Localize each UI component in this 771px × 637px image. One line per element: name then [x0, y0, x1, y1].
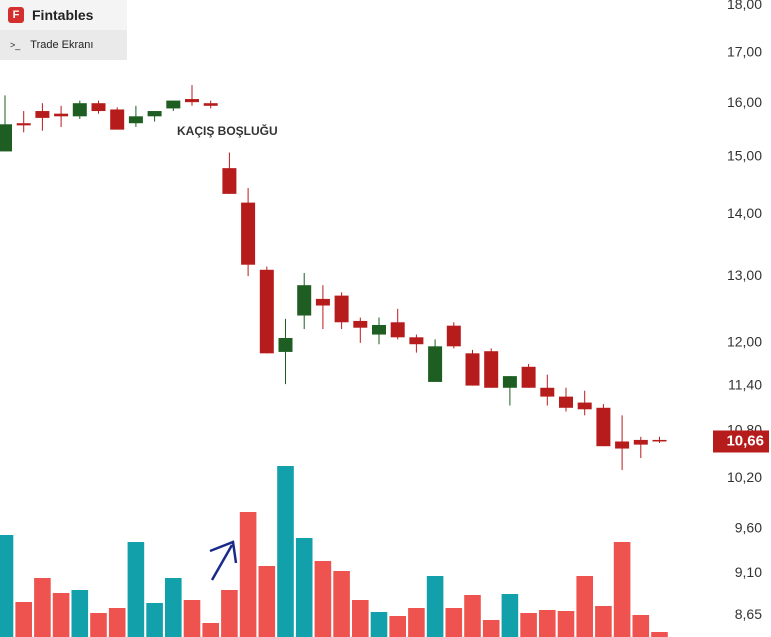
brand-row: F Fintables [0, 0, 127, 30]
volume-bar [90, 613, 107, 637]
volume-bar [34, 578, 51, 637]
volume-bar [314, 561, 332, 637]
candle-body [502, 376, 517, 388]
volume-bar [165, 578, 182, 637]
candle-body [409, 337, 424, 345]
candle-body [540, 387, 555, 397]
volume-bar [295, 538, 313, 637]
volume-bar [127, 542, 145, 637]
y-tick-label: 14,00 [727, 205, 762, 221]
volume-bar [632, 615, 650, 637]
candle-body [484, 351, 499, 388]
candle-body [147, 111, 162, 117]
candle-body [390, 322, 405, 338]
y-tick-label: 12,00 [727, 334, 762, 350]
volume-bar [183, 600, 201, 637]
y-tick-label: 13,00 [727, 267, 762, 283]
y-tick-label: 10,20 [727, 469, 762, 485]
last-price-label: 10,66 [726, 432, 764, 449]
volume-bar [258, 566, 276, 637]
candle-body [91, 103, 106, 112]
header: F Fintables >_ Trade Ekranı [0, 0, 127, 60]
candle-body [446, 325, 461, 347]
volume-bar [613, 542, 631, 637]
volume-bar [464, 595, 481, 637]
y-tick-label: 16,00 [727, 94, 762, 110]
volume-bar [71, 590, 89, 637]
candle-body [54, 113, 69, 117]
y-tick-label: 15,00 [727, 148, 762, 164]
volume-bar [221, 590, 238, 637]
candle-body [278, 337, 293, 352]
candle-body [241, 202, 256, 265]
candle-body [35, 111, 50, 118]
y-tick-label: 18,00 [727, 0, 762, 12]
arrow-annotation [209, 540, 238, 581]
volume-bar [595, 606, 612, 637]
volume-bar [352, 600, 369, 637]
candle-body [222, 168, 237, 194]
candle-body [72, 103, 87, 117]
candle-body [428, 346, 443, 382]
candle-body [110, 109, 125, 130]
y-tick-label: 9,60 [735, 519, 762, 535]
y-tick-label: 11,40 [728, 376, 762, 392]
volume-bar [146, 603, 163, 637]
volume-bar [333, 571, 350, 637]
tab-row[interactable]: >_ Trade Ekranı [0, 30, 127, 60]
volume-bar [370, 612, 388, 637]
candle-body [465, 353, 480, 386]
candle-body [334, 295, 349, 323]
volume-bar [445, 608, 463, 637]
volume-bar [202, 623, 219, 637]
candle-body [315, 298, 330, 306]
volume-bar [482, 620, 500, 637]
candle-body [297, 285, 312, 316]
last-price-box [713, 430, 769, 453]
candle-body [652, 439, 667, 442]
candle-body [128, 116, 143, 124]
volume-bar [501, 594, 519, 637]
candle-body [577, 402, 592, 410]
volume-bar [576, 576, 593, 637]
candle-body [259, 269, 274, 354]
candle-body [0, 124, 12, 152]
candle-body [166, 100, 181, 109]
candle-body [16, 123, 31, 126]
candle-body [372, 324, 386, 335]
brand: Fintables [32, 7, 94, 23]
candle-body [633, 439, 648, 445]
y-tick-label: 8,65 [735, 606, 762, 622]
candle-body [353, 320, 368, 328]
candle-body [559, 396, 573, 408]
volume-bar [651, 632, 668, 637]
candle-body [203, 103, 218, 106]
volume-bar [52, 593, 70, 637]
volume-bar [389, 616, 406, 637]
volume-bar [277, 466, 294, 637]
y-tick-label: 9,10 [735, 564, 762, 580]
volume-bar [0, 535, 14, 637]
volume-bar [239, 512, 257, 637]
volume-bar [15, 602, 32, 637]
tab: Trade Ekranı [30, 39, 94, 51]
volume-bar [408, 608, 425, 637]
candle-body [185, 99, 199, 103]
annotation: KAÇIŞ BOŞLUĞU [177, 123, 278, 138]
candle-body [521, 366, 536, 388]
volume-bar [539, 610, 556, 637]
logo: F [8, 7, 24, 23]
volume-bar [557, 611, 575, 637]
volume-bar [520, 613, 537, 637]
volume-bar [108, 608, 126, 637]
volume-bar [426, 576, 444, 637]
icon: >_ [10, 40, 21, 50]
y-tick-label: 17,00 [727, 43, 762, 59]
candle-body [615, 441, 630, 449]
candle-body [596, 407, 611, 447]
